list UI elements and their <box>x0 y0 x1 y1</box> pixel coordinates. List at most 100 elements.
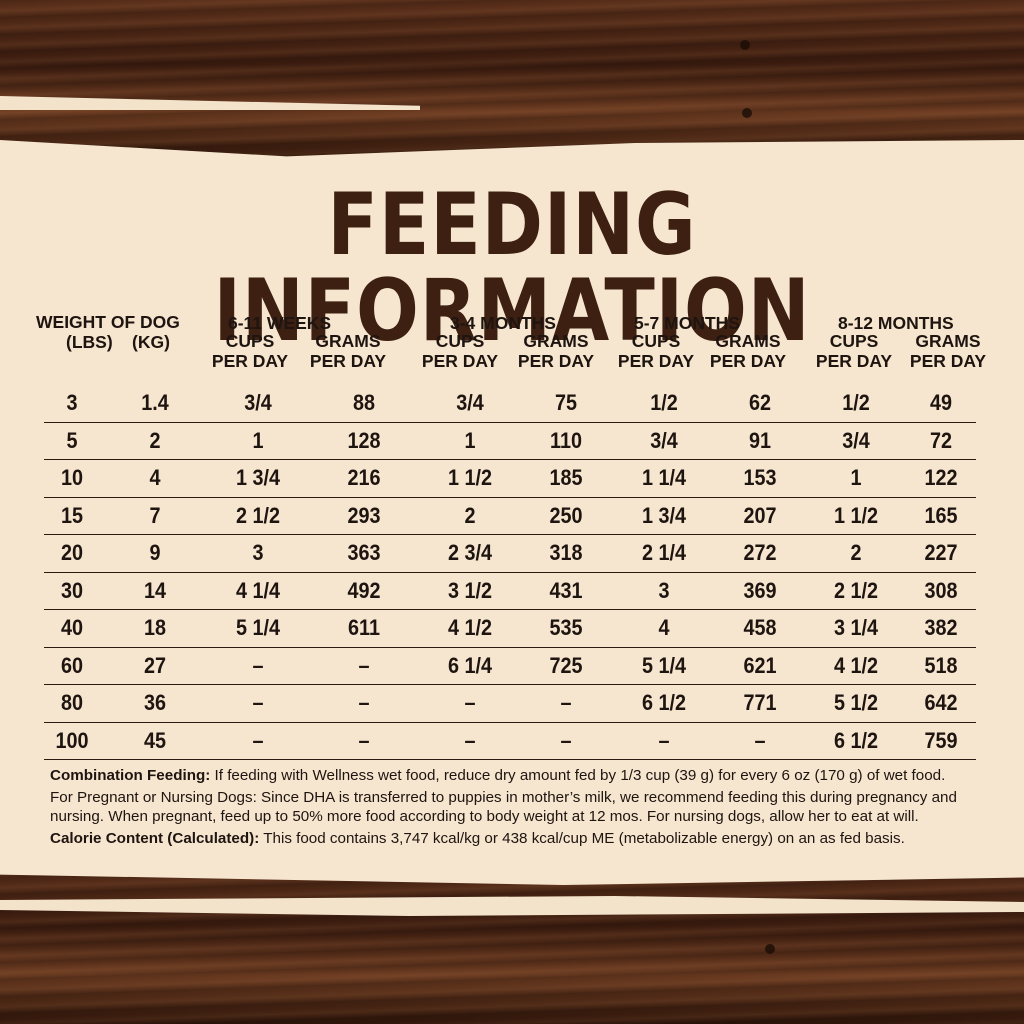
header-cups-label: CUPS <box>435 331 485 351</box>
table-cell: 15 <box>46 496 98 535</box>
table-cell: 458 <box>718 609 802 647</box>
header-cups: CUPS PER DAY <box>206 331 294 371</box>
header-per-day: PER DAY <box>421 351 499 371</box>
table-cell: 6 1/4 <box>426 646 514 685</box>
table-cell: 4 <box>105 459 205 497</box>
calorie-content-note: Calorie Content (Calculated): This food … <box>50 829 980 848</box>
feeding-notes: Combination Feeding: If feeding with Wel… <box>50 766 980 851</box>
combination-feeding-text: If feeding with Wellness wet food, reduc… <box>210 767 946 784</box>
pregnant-nursing-note: For Pregnant or Nursing Dogs: Since DHA … <box>50 789 957 825</box>
table-row: 3 1.4 3/4 88 3/4 75 1/2 62 1/2 49 <box>44 385 976 422</box>
table-row: 30 14 4 1/4 492 3 1/2 431 3 369 2 1/2 308 <box>44 571 976 610</box>
table-cell: 2 1/4 <box>619 534 709 572</box>
table-cell: 62 <box>748 390 772 416</box>
wood-knot <box>740 40 750 50</box>
table-cell: 2 <box>105 421 205 460</box>
table-cell: – <box>619 721 709 760</box>
table-cell: 4 1/4 <box>214 571 302 610</box>
table-cell: 216 <box>311 459 417 497</box>
table-cell: – <box>311 684 417 722</box>
table-cell: 1 <box>811 459 901 497</box>
table-cell: 1 3/4 <box>214 459 302 497</box>
table-cell: 7 <box>105 496 205 535</box>
table-cell: 272 <box>718 534 802 572</box>
table-cell: – <box>214 684 302 722</box>
table-row: 20 9 3 363 2 3/4 318 2 1/4 272 2 227 <box>44 534 976 572</box>
table-row: 10 4 1 3/4 216 1 1/2 185 1 1/4 153 1 122 <box>44 459 976 497</box>
table-cell: 20 <box>46 534 98 572</box>
table-cell: 759 <box>909 721 973 760</box>
table-cell: – <box>522 684 610 722</box>
header-age-3-4-months: 3-4 MONTHS <box>450 313 556 333</box>
table-row: 80 36– – – –6 1/2 771 5 1/2 642 <box>44 684 976 722</box>
table-cell: 80 <box>46 684 98 722</box>
table-cell: 363 <box>311 534 417 572</box>
table-cell: 30 <box>46 571 98 610</box>
combination-feeding-label: Combination Feeding: <box>50 767 211 784</box>
table-cell: 5 1/2 <box>811 684 901 722</box>
header-kg: (KG) <box>132 332 170 352</box>
table-cell: 642 <box>909 684 973 722</box>
table-cell: – <box>214 721 302 760</box>
header-per-day: PER DAY <box>617 351 695 371</box>
header-grams-label: GRAMS <box>715 331 781 351</box>
header-age-5-7-months: 5-7 MONTHS <box>634 313 740 333</box>
table-cell: 100 <box>46 721 98 760</box>
table-cell: 2 <box>811 534 901 572</box>
table-row: 15 7 2 1/2 293 2 250 1 3/4 207 1 1/2 165 <box>44 496 976 535</box>
table-cell: 5 1/4 <box>214 609 302 647</box>
header-per-day: PER DAY <box>211 351 289 371</box>
table-cell: 1/2 <box>650 390 678 416</box>
header-grams: GRAMS PER DAY <box>512 331 600 371</box>
table-cell: 185 <box>522 459 610 497</box>
wood-background-bottom <box>0 860 1024 1024</box>
header-cups-label: CUPS <box>829 331 879 351</box>
table-cell: 14 <box>105 571 205 610</box>
feeding-table: 3 1.4 3/4 88 3/4 75 1/2 62 1/2 49 5 2 1 128 1 110 3/4 91 3… <box>44 385 976 760</box>
table-cell: 9 <box>105 534 205 572</box>
table-cell: 75 <box>554 390 578 416</box>
header-cups: CUPS PER DAY <box>810 331 898 371</box>
table-cell: 250 <box>522 496 610 535</box>
table-cell: 88 <box>352 390 376 416</box>
table-cell: 40 <box>46 609 98 647</box>
calorie-content-text: This food contains 3,747 kcal/kg or 438 … <box>259 830 905 847</box>
table-cell: 4 <box>619 609 709 647</box>
table-cell: 1 3/4 <box>619 496 709 535</box>
header-per-day: PER DAY <box>709 351 787 371</box>
header-lbs: (LBS) <box>66 332 113 352</box>
table-row: 100 45– – – – – –6 1/2 759 <box>44 721 976 760</box>
table-cell: 725 <box>522 646 610 685</box>
table-cell: 518 <box>909 646 973 685</box>
table-cell: 5 1/4 <box>619 646 709 685</box>
table-cell: 535 <box>522 609 610 647</box>
table-cell: – <box>311 646 417 685</box>
table-cell: 3/4 <box>244 390 272 416</box>
header-age-8-12-months: 8-12 MONTHS <box>838 313 954 333</box>
table-cell: 4 1/2 <box>811 646 901 685</box>
header-grams: GRAMS PER DAY <box>704 331 792 371</box>
table-cell: 1/2 <box>842 390 870 416</box>
table-cell: – <box>718 721 802 760</box>
table-cell: 165 <box>909 496 973 535</box>
table-cell: 27 <box>105 646 205 685</box>
header-cups: CUPS PER DAY <box>416 331 504 371</box>
table-cell: 3/4 <box>619 421 709 460</box>
table-cell: 3/4 <box>456 390 484 416</box>
table-cell: 91 <box>718 421 802 460</box>
header-cups-label: CUPS <box>225 331 275 351</box>
header-per-day: PER DAY <box>909 351 987 371</box>
header-per-day: PER DAY <box>517 351 595 371</box>
table-cell: 382 <box>909 609 973 647</box>
header-grams-label: GRAMS <box>523 331 589 351</box>
table-cell: – <box>522 721 610 760</box>
table-cell: 3 <box>66 390 78 416</box>
table-cell: 6 1/2 <box>619 684 709 722</box>
table-cell: 3 1/4 <box>811 609 901 647</box>
table-cell: 1 1/2 <box>811 496 901 535</box>
table-cell: – <box>214 646 302 685</box>
table-cell: 60 <box>46 646 98 685</box>
table-cell: 49 <box>929 390 953 416</box>
table-cell: 10 <box>46 459 98 497</box>
table-cell: 2 <box>426 496 514 535</box>
